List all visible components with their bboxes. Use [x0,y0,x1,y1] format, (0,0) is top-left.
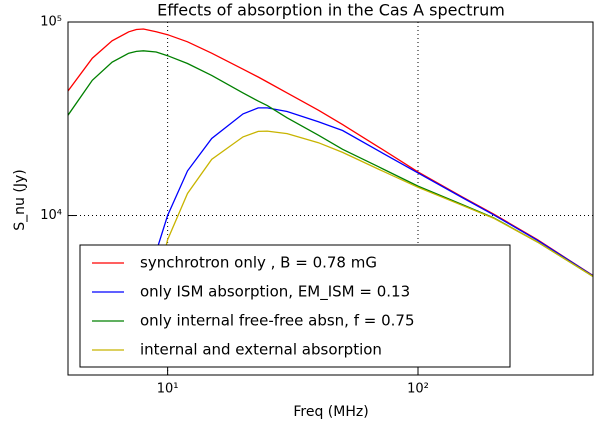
y-tick-label: 10⁴ [40,208,62,223]
x-axis-label: Freq (MHz) [293,404,368,420]
legend-label: synchrotron only , B = 0.78 mG [140,254,377,272]
legend-box [79,244,511,368]
series-line [68,28,594,277]
y-axis-label: S_nu (Jy) [12,169,28,230]
x-tick-label: 10² [407,382,429,397]
legend-label: only internal free-free absn, f = 0.75 [140,312,415,330]
x-tick-label: 10¹ [157,382,179,397]
series-line [68,50,594,277]
series-line [135,107,594,351]
plot-frame [67,21,594,376]
legend-label: internal and external absorption [140,341,382,359]
y-tick-label: 10⁵ [40,15,62,30]
legend-label: only ISM absorption, EM_ISM = 0.13 [140,283,410,302]
series-line [142,130,594,365]
chart-title: Effects of absorption in the Cas A spect… [157,1,505,20]
